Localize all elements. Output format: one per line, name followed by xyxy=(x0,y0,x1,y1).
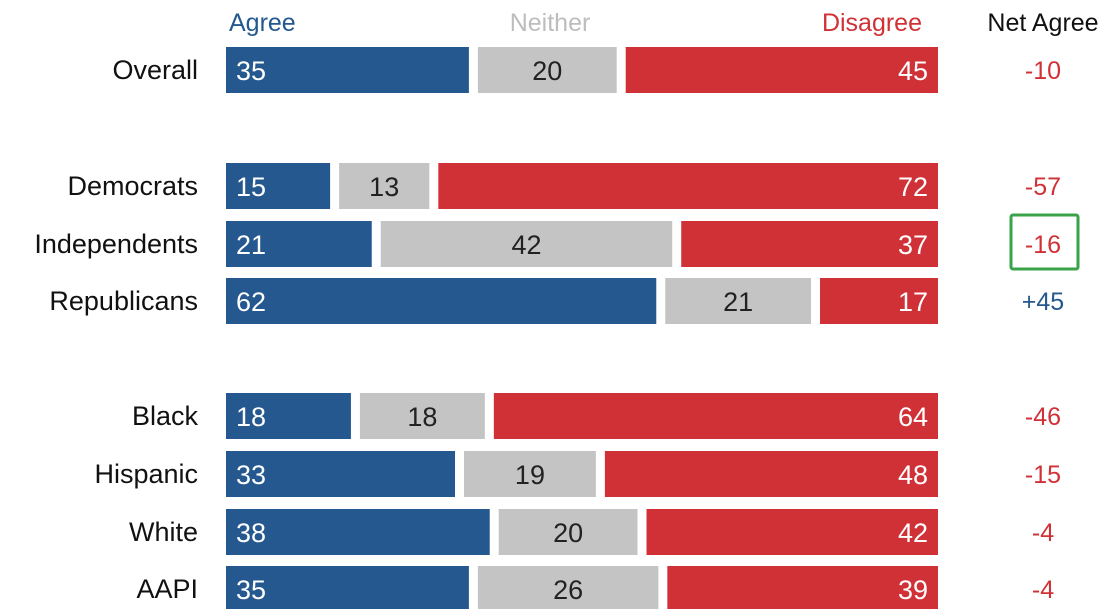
row-black: Black 18 18 64 -46 xyxy=(132,393,1061,439)
row-label-white: White xyxy=(129,517,198,547)
value-label-neither-white: 20 xyxy=(553,518,583,548)
bar-neither-democrats xyxy=(339,163,430,209)
row-label-independents: Independents xyxy=(34,229,198,259)
bar-neither-black xyxy=(359,393,485,439)
bar-agree-democrats xyxy=(226,163,331,209)
bar-agree-independents xyxy=(226,221,372,267)
value-label-agree-black: 18 xyxy=(236,402,266,432)
value-label-agree-white: 38 xyxy=(236,518,266,548)
row-label-aapi: AAPI xyxy=(136,574,198,604)
highlight-box xyxy=(1009,213,1080,271)
bar-neither-republicans xyxy=(665,278,812,324)
row-label-republicans: Republicans xyxy=(49,286,198,316)
bar-neither-hispanic xyxy=(464,451,596,497)
value-label-neither-independents: 42 xyxy=(511,230,541,260)
value-label-disagree-hispanic: 48 xyxy=(898,460,928,490)
header-neither: Neither xyxy=(510,9,591,37)
value-label-agree-hispanic: 33 xyxy=(236,460,266,490)
value-label-disagree-black: 64 xyxy=(898,402,928,432)
row-label-democrats: Democrats xyxy=(67,171,198,201)
bar-neither-overall xyxy=(477,47,617,93)
header-agree: Agree xyxy=(229,9,296,37)
value-label-disagree-white: 42 xyxy=(898,518,928,548)
value-label-agree-independents: 21 xyxy=(236,230,266,260)
chart-rows: Overall 35 20 45 -10 Democrats 15 13 72 -57 Indepe… xyxy=(34,47,1080,609)
bar-disagree-republicans xyxy=(820,278,938,324)
value-label-disagree-republicans: 17 xyxy=(898,287,928,317)
net-agree-independents: -16 xyxy=(1025,231,1061,259)
value-label-neither-overall: 20 xyxy=(532,56,562,86)
bar-agree-white xyxy=(226,509,490,555)
bar-disagree-white xyxy=(646,509,938,555)
net-agree-republicans: +45 xyxy=(1022,288,1064,316)
bar-disagree-hispanic xyxy=(604,451,938,497)
net-agree-hispanic: -15 xyxy=(1025,461,1061,489)
bar-disagree-black xyxy=(493,393,938,439)
bar-agree-black xyxy=(226,393,351,439)
row-hispanic: Hispanic 33 19 48 -15 xyxy=(94,451,1061,497)
row-label-black: Black xyxy=(132,401,199,431)
bar-disagree-aapi xyxy=(667,566,938,609)
bar-disagree-overall xyxy=(625,47,938,93)
value-label-disagree-aapi: 39 xyxy=(898,575,928,605)
value-label-neither-democrats: 13 xyxy=(369,172,399,202)
row-democrats: Democrats 15 13 72 -57 xyxy=(67,163,1061,209)
header-disagree: Disagree xyxy=(822,9,922,37)
row-republicans: Republicans 62 21 17 +45 xyxy=(49,278,1064,324)
bar-neither-aapi xyxy=(477,566,659,609)
value-label-neither-black: 18 xyxy=(407,402,437,432)
value-label-neither-aapi: 26 xyxy=(553,575,583,605)
bar-agree-republicans xyxy=(226,278,657,324)
value-label-agree-aapi: 35 xyxy=(236,575,266,605)
net-agree-democrats: -57 xyxy=(1025,173,1061,201)
net-agree-black: -46 xyxy=(1025,403,1061,431)
bar-neither-white xyxy=(498,509,638,555)
bar-disagree-democrats xyxy=(438,163,938,209)
value-label-agree-democrats: 15 xyxy=(236,172,266,202)
net-agree-white: -4 xyxy=(1032,519,1054,547)
value-label-disagree-overall: 45 xyxy=(898,56,928,86)
value-label-agree-overall: 35 xyxy=(236,56,266,86)
row-aapi: AAPI 35 26 39 -4 xyxy=(136,566,1054,609)
row-independents: Independents 21 42 37 -16 xyxy=(34,213,1080,271)
row-label-overall: Overall xyxy=(112,55,198,85)
value-label-disagree-democrats: 72 xyxy=(898,172,928,202)
header-net-agree: Net Agree xyxy=(987,9,1098,37)
row-overall: Overall 35 20 45 -10 xyxy=(112,47,1061,93)
value-label-disagree-independents: 37 xyxy=(898,230,928,260)
value-label-neither-hispanic: 19 xyxy=(515,460,545,490)
net-agree-aapi: -4 xyxy=(1032,576,1054,604)
bar-agree-aapi xyxy=(226,566,469,609)
net-agree-overall: -10 xyxy=(1025,57,1061,85)
bar-neither-independents xyxy=(380,221,673,267)
bar-disagree-independents xyxy=(681,221,938,267)
row-white: White 38 20 42 -4 xyxy=(129,509,1054,555)
bar-agree-hispanic xyxy=(226,451,456,497)
value-label-agree-republicans: 62 xyxy=(236,287,266,317)
bar-agree-overall xyxy=(226,47,469,93)
value-label-neither-republicans: 21 xyxy=(723,287,753,317)
row-label-hispanic: Hispanic xyxy=(94,459,198,489)
